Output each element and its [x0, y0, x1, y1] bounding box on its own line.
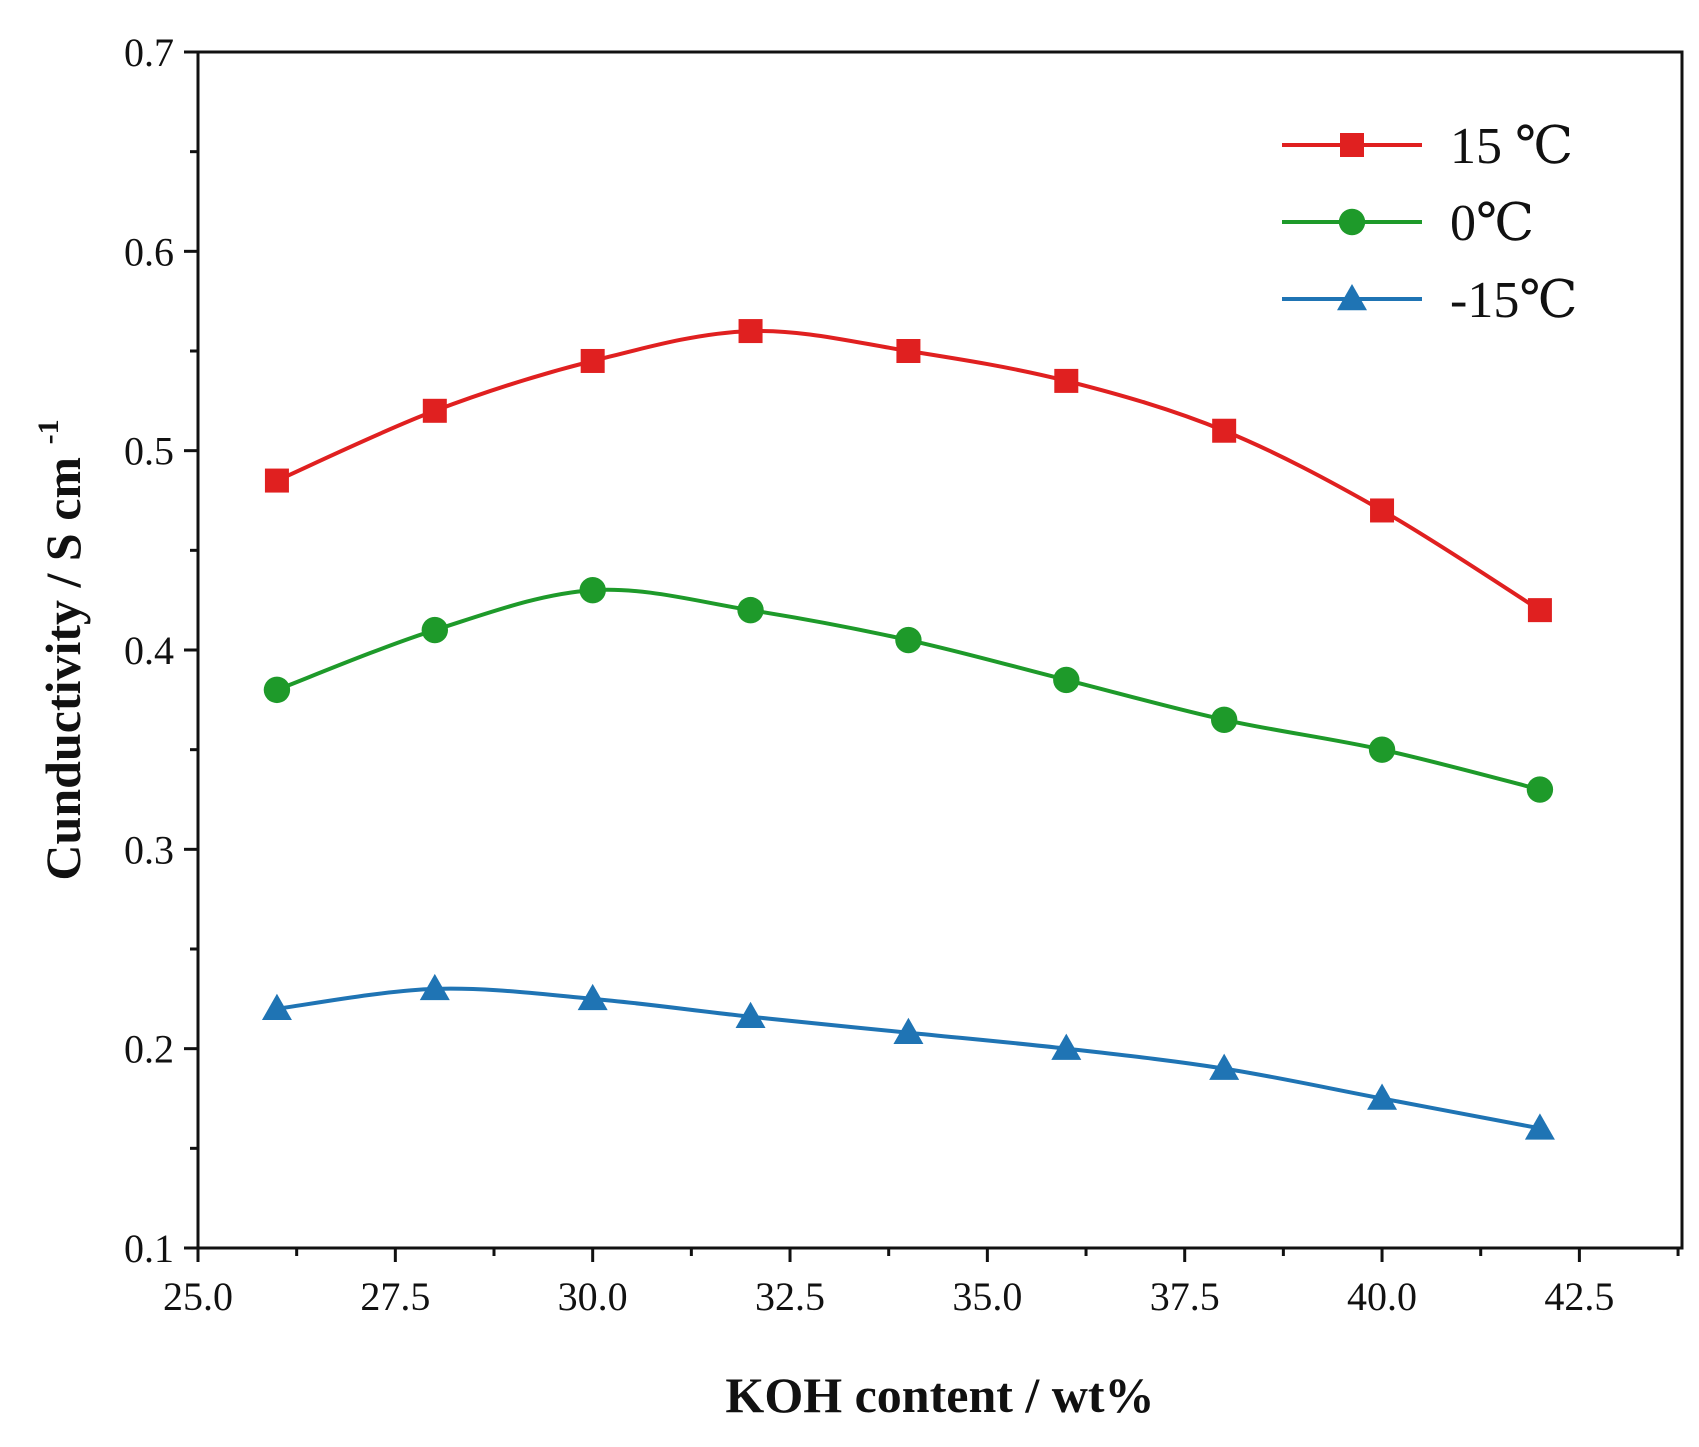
series-1 — [264, 319, 1552, 623]
x-tick-label: 35.0 — [952, 1274, 1022, 1319]
data-point — [1527, 598, 1552, 623]
legend-label: 0℃ — [1450, 195, 1534, 252]
x-tick-label: 32.5 — [755, 1274, 825, 1319]
data-point — [1370, 498, 1395, 523]
x-tick-label: 25.0 — [163, 1274, 233, 1319]
legend-marker — [1338, 208, 1366, 236]
data-point — [896, 339, 921, 363]
y-tick-label: 0.5 — [124, 429, 174, 474]
data-point — [264, 468, 289, 493]
data-point — [1212, 418, 1237, 443]
data-point — [1367, 1083, 1398, 1110]
y-axis-title: Cunductivity / S cm -1 — [32, 419, 91, 880]
x-tick-label: 40.0 — [1347, 1274, 1417, 1319]
data-point — [261, 993, 292, 1021]
data-point — [1526, 776, 1554, 803]
y-tick-label: 0.7 — [124, 30, 174, 75]
data-point — [580, 348, 605, 373]
data-point — [737, 596, 764, 624]
data-point — [1524, 1113, 1555, 1140]
x-tick-label: 30.0 — [558, 1274, 628, 1319]
y-tick-label: 0.4 — [124, 628, 174, 673]
data-point — [1053, 666, 1080, 694]
legend-label: -15℃ — [1450, 272, 1578, 329]
y-axis-title-superscript: -1 — [32, 419, 65, 444]
y-tick-label: 0.6 — [124, 229, 174, 274]
x-tick-label: 42.5 — [1544, 1274, 1614, 1319]
legend-item: 0℃ — [1282, 195, 1534, 252]
y-tick-label: 0.2 — [124, 1027, 174, 1072]
data-point — [579, 577, 606, 604]
y-axis-title-main: Cunductivity / S cm — [35, 457, 91, 881]
data-point — [738, 319, 763, 344]
data-point — [1368, 736, 1396, 763]
series-2 — [263, 577, 1554, 803]
data-point — [1051, 1033, 1082, 1060]
y-tick-label: 0.3 — [124, 827, 174, 872]
data-point — [263, 676, 291, 704]
series-line — [276, 328, 1541, 612]
data-point — [422, 398, 447, 423]
series-layer — [261, 319, 1555, 1140]
data-point — [577, 983, 608, 1011]
legend-marker — [1337, 284, 1367, 311]
data-point — [893, 1017, 924, 1044]
data-point — [1054, 368, 1079, 393]
data-point — [735, 1001, 766, 1029]
legend-item: -15℃ — [1282, 272, 1578, 329]
series-3 — [261, 973, 1555, 1140]
x-tick-label: 37.5 — [1150, 1274, 1220, 1319]
x-axis-title: KOH content / wt% — [725, 1367, 1154, 1423]
data-point — [1209, 1053, 1240, 1080]
data-point — [895, 626, 922, 654]
legend-item: 15 ℃ — [1282, 118, 1573, 175]
data-point — [421, 616, 449, 644]
y-axis-ticks: 0.1 0.2 0.3 0.4 0.5 0.6 0.7 — [124, 30, 198, 1271]
series-line — [276, 587, 1541, 792]
legend: 15 ℃ 0℃ -15℃ — [1282, 118, 1578, 329]
x-axis-ticks: 25.0 27.5 30.0 32.5 35.0 37.5 40.0 42.5 — [163, 1248, 1680, 1319]
y-tick-label: 0.1 — [124, 1226, 174, 1271]
legend-marker — [1340, 133, 1364, 157]
data-point — [1210, 706, 1238, 733]
series-line — [276, 986, 1541, 1131]
data-point — [419, 973, 450, 1001]
x-tick-label: 27.5 — [360, 1274, 430, 1319]
legend-label: 15 ℃ — [1450, 118, 1573, 175]
